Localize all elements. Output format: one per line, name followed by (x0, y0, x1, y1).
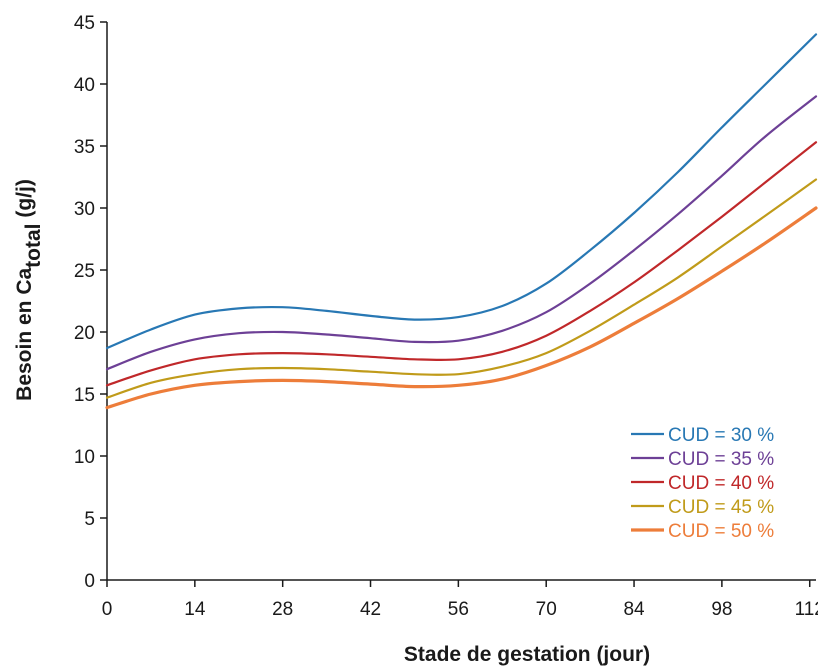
x-tick-label: 84 (623, 599, 645, 620)
legend-label: CUD = 35 % (668, 449, 774, 470)
legend-label: CUD = 40 % (668, 473, 774, 494)
y-tick-label: 10 (74, 447, 95, 468)
x-axis-title: Stade de gestation (jour) (404, 643, 650, 666)
x-tick-label: 112 (795, 599, 818, 620)
y-tick-label: 25 (74, 261, 95, 282)
y-tick-label: 45 (74, 13, 95, 34)
legend-label: CUD = 30 % (668, 425, 774, 446)
series-lines (105, 33, 818, 410)
y-tick-label: 30 (74, 199, 95, 220)
x-tick-label: 28 (272, 599, 293, 620)
x-tick-label: 14 (184, 599, 206, 620)
x-tick-label: 98 (711, 599, 732, 620)
y-axis-title-unit: (g/j) (13, 179, 36, 223)
legend: CUD = 30 % CUD = 35 % CUD = 40 % CUD = 45 %… (631, 425, 774, 542)
series-line (105, 141, 818, 387)
axes (106, 22, 816, 581)
x-tick-label: 70 (536, 599, 557, 620)
legend-label: CUD = 50 % (668, 521, 774, 542)
y-axis-title-subscript: total (22, 223, 45, 267)
x-tick-label: 42 (360, 599, 381, 620)
series-line (105, 95, 818, 371)
series-line (105, 33, 818, 350)
y-tick-label: 35 (74, 137, 95, 158)
x-tick-label: 56 (448, 599, 469, 620)
legend-label: CUD = 45 % (668, 497, 774, 518)
y-axis-title: Besoin en Catotal (g/j) (13, 179, 45, 401)
series-line (105, 206, 818, 410)
y-axis-title-main: Besoin en Ca (13, 267, 36, 400)
y-tick-label: 0 (84, 571, 95, 592)
y-tick-label: 5 (84, 509, 95, 530)
y-tick-label: 40 (74, 75, 95, 96)
y-tick-label: 15 (74, 385, 95, 406)
x-tick-label: 0 (102, 599, 113, 620)
ticks: 0 5 10 15 20 25 30 35 40 45 0 14 28 42 56 70 84 98 112 (74, 13, 818, 620)
y-tick-label: 20 (74, 323, 95, 344)
series-line (105, 178, 818, 399)
